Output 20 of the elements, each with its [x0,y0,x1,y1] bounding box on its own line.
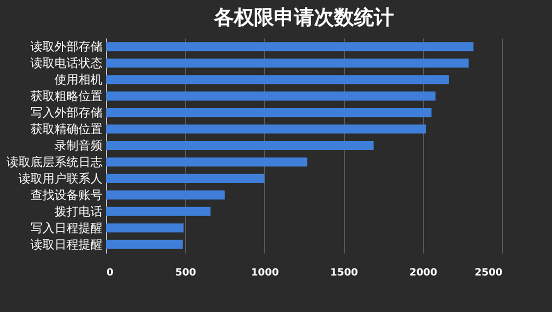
x-tick-label: 1500 [330,268,358,278]
y-tick-label: 获取粗略位置 [30,89,102,104]
y-tick-label: 录制音频 [54,138,102,152]
y-tick-label: 读取用户联系人 [18,171,102,186]
y-tick-label: 写入外部存储 [30,106,102,120]
x-tick-label: 0 [106,268,114,278]
y-tick-label: 拨打电话 [54,204,102,218]
x-tick-label: 500 [175,268,196,278]
y-tick-label: 查找设备账号 [30,188,102,202]
x-tick-label: 2500 [474,268,503,278]
y-tick-label: 获取精确位置 [30,122,102,136]
y-tick-label: 写入日程提醒 [30,220,102,235]
chart-title: 各权限申请次数统计 [213,5,394,29]
y-tick-label: 读取外部存储 [30,40,102,54]
y-tick-label: 读取电话状态 [30,56,102,70]
y-tick-label: 读取底层系统日志 [6,154,102,169]
x-tick-label: 2000 [409,268,438,278]
y-tick-label: 读取日程提醒 [30,237,102,252]
x-tick-label: 1000 [250,268,279,278]
y-tick-label: 使用相机 [54,72,102,87]
